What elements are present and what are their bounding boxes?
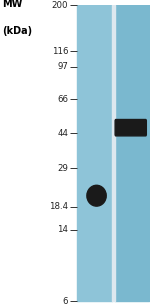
Text: 14: 14 [57, 225, 68, 235]
Text: 6: 6 [63, 297, 68, 306]
Ellipse shape [87, 185, 106, 206]
Text: 44: 44 [57, 129, 68, 138]
FancyBboxPatch shape [115, 119, 146, 136]
Text: 29: 29 [57, 164, 68, 173]
Text: 97: 97 [57, 62, 68, 71]
Text: 66: 66 [57, 95, 68, 103]
Text: 200: 200 [52, 1, 68, 10]
Text: (kDa): (kDa) [2, 26, 32, 36]
Text: 18.4: 18.4 [49, 202, 68, 211]
Text: MW: MW [2, 0, 22, 10]
Text: 116: 116 [52, 47, 68, 56]
